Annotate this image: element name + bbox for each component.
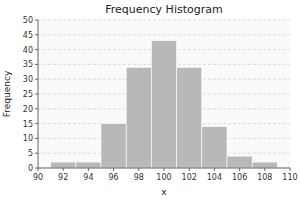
chart-title: Frequency Histogram (105, 3, 222, 16)
grid-line (38, 34, 290, 35)
y-tick-label: 40 (23, 46, 33, 55)
histogram-bar (76, 162, 101, 168)
histogram-bar (151, 41, 176, 168)
x-tick-label: 96 (109, 173, 119, 182)
x-tick-label: 98 (134, 173, 144, 182)
x-tick-label: 104 (207, 173, 222, 182)
y-tick-label: 35 (23, 60, 33, 69)
x-tick (63, 168, 64, 171)
y-tick-label: 5 (28, 149, 33, 158)
x-tick-label: 90 (33, 173, 43, 182)
x-tick (189, 168, 190, 171)
histogram-bar (126, 67, 151, 168)
y-tick-label: 25 (23, 90, 33, 99)
x-tick (113, 168, 114, 171)
x-tick-label: 94 (83, 173, 93, 182)
y-tick-label: 50 (23, 16, 33, 25)
x-tick (164, 168, 165, 171)
y-axis-label: Frequency (2, 70, 12, 117)
x-tick-label: 100 (156, 173, 171, 182)
histogram-bar (177, 67, 202, 168)
x-tick-label: 106 (232, 173, 247, 182)
x-tick (138, 168, 139, 171)
histogram-bar (51, 162, 76, 168)
x-tick (264, 168, 265, 171)
histogram-bar (227, 156, 252, 168)
x-tick-label: 102 (182, 173, 197, 182)
x-tick (88, 168, 89, 171)
plot-background (38, 20, 290, 168)
bars (51, 41, 278, 168)
x-tick-label: 110 (282, 173, 297, 182)
x-tick (239, 168, 240, 171)
y-tick-label: 0 (28, 164, 33, 173)
y-tick-label: 15 (23, 120, 33, 129)
y-tick-label: 45 (23, 31, 33, 40)
x-tick (38, 168, 39, 171)
histogram-bar (101, 124, 126, 168)
chart-container: 0 5 10 15 20 25 30 35 40 45 50 90 92 94 96 98 100 102 104 1… (0, 0, 300, 200)
x-tick-label: 108 (257, 173, 272, 182)
y-axis-line (38, 20, 39, 168)
y-tick-label: 20 (23, 105, 33, 114)
y-tick-label: 30 (23, 75, 33, 84)
x-tick-label: 92 (58, 173, 68, 182)
chart-svg: 0 5 10 15 20 25 30 35 40 45 50 90 92 94 96 98 100 102 104 1… (0, 0, 300, 200)
histogram-bar (252, 162, 277, 168)
x-tick (290, 168, 291, 171)
y-tick-label: 10 (23, 134, 33, 143)
grid-line (38, 20, 290, 21)
x-axis-label: x (161, 187, 167, 197)
x-tick (214, 168, 215, 171)
histogram-bar (202, 127, 227, 168)
